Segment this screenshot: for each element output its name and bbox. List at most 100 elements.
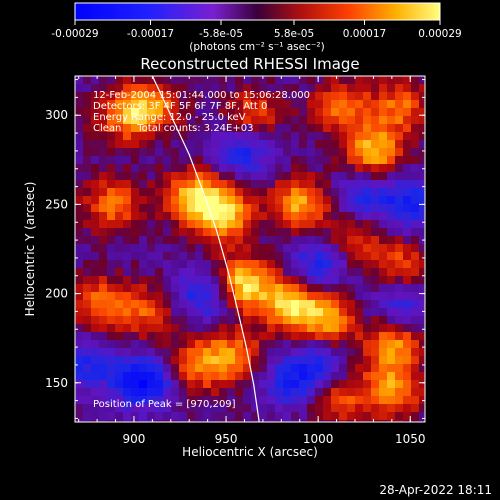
heatmap-pixel xyxy=(155,236,164,245)
heatmap-pixel xyxy=(83,188,92,197)
heatmap-pixel xyxy=(307,348,316,357)
heatmap-pixel xyxy=(139,284,148,293)
heatmap-pixel xyxy=(243,148,252,157)
heatmap-pixel xyxy=(107,412,116,421)
heatmap-pixel xyxy=(283,348,292,357)
heatmap-pixel xyxy=(275,228,284,237)
heatmap-pixel xyxy=(75,228,84,237)
heatmap-pixel xyxy=(123,196,132,205)
heatmap-pixel xyxy=(323,236,332,245)
heatmap-pixel xyxy=(171,156,180,165)
heatmap-pixel xyxy=(83,228,92,237)
heatmap-pixel xyxy=(355,356,364,365)
heatmap-pixel xyxy=(299,76,308,85)
heatmap-pixel xyxy=(227,284,236,293)
heatmap-pixel xyxy=(107,276,116,285)
heatmap-pixel xyxy=(323,220,332,229)
heatmap-pixel xyxy=(99,268,108,277)
heatmap-pixel xyxy=(211,108,220,117)
heatmap-pixel xyxy=(91,332,100,341)
heatmap-pixel xyxy=(243,356,252,365)
heatmap-pixel xyxy=(315,244,324,253)
heatmap-pixel xyxy=(211,356,220,365)
heatmap-pixel xyxy=(147,148,156,157)
heatmap-pixel xyxy=(123,100,132,109)
heatmap-pixel xyxy=(371,228,380,237)
heatmap-pixel xyxy=(211,268,220,277)
heatmap-pixel xyxy=(187,108,196,117)
heatmap-pixel xyxy=(219,316,228,325)
heatmap-pixel xyxy=(387,220,396,229)
heatmap-pixel xyxy=(187,420,196,422)
heatmap-pixel xyxy=(227,276,236,285)
heatmap-pixel xyxy=(131,116,140,125)
heatmap-pixel xyxy=(235,380,244,389)
heatmap-pixel xyxy=(147,324,156,333)
heatmap-pixel xyxy=(99,292,108,301)
heatmap-pixel xyxy=(411,84,420,93)
heatmap-pixel xyxy=(195,204,204,213)
heatmap-pixel xyxy=(203,300,212,309)
heatmap-pixel xyxy=(211,244,220,253)
heatmap-pixel xyxy=(195,244,204,253)
heatmap-pixel xyxy=(147,356,156,365)
heatmap-pixel xyxy=(283,340,292,349)
heatmap-pixel xyxy=(283,252,292,261)
heatmap-pixel xyxy=(155,268,164,277)
heatmap-pixel xyxy=(307,236,316,245)
heatmap-pixel xyxy=(403,276,412,285)
heatmap-pixel xyxy=(355,412,364,421)
heatmap-pixel xyxy=(259,132,268,141)
heatmap-pixel xyxy=(395,164,404,173)
heatmap-pixel xyxy=(331,228,340,237)
heatmap-pixel xyxy=(211,340,220,349)
heatmap-pixel xyxy=(147,420,156,422)
heatmap-pixel xyxy=(283,324,292,333)
heatmap-pixel xyxy=(107,236,116,245)
heatmap-pixel xyxy=(259,364,268,373)
heatmap-pixel xyxy=(83,92,92,101)
heatmap-pixel xyxy=(131,308,140,317)
heatmap-pixel xyxy=(371,204,380,213)
heatmap-pixel xyxy=(299,364,308,373)
heatmap-pixel xyxy=(75,292,84,301)
heatmap-pixel xyxy=(83,156,92,165)
heatmap-pixel xyxy=(403,356,412,365)
heatmap-pixel xyxy=(339,84,348,93)
heatmap-pixel xyxy=(243,404,252,413)
heatmap-pixel xyxy=(291,284,300,293)
heatmap-pixel xyxy=(179,92,188,101)
heatmap-pixel xyxy=(395,292,404,301)
heatmap-pixel xyxy=(115,188,124,197)
heatmap-pixel xyxy=(395,124,404,133)
heatmap-pixel xyxy=(139,236,148,245)
heatmap-pixel xyxy=(179,220,188,229)
heatmap-pixel xyxy=(83,84,92,93)
heatmap-pixel xyxy=(403,380,412,389)
heatmap-pixel xyxy=(75,148,84,157)
heatmap-pixel xyxy=(323,412,332,421)
heatmap-pixel xyxy=(379,420,388,422)
heatmap-pixel xyxy=(307,228,316,237)
heatmap-pixel xyxy=(195,300,204,309)
heatmap-pixel xyxy=(251,132,260,141)
heatmap-pixel xyxy=(227,220,236,229)
heatmap-pixel xyxy=(251,324,260,333)
heatmap-pixel xyxy=(163,76,172,85)
heatmap-pixel xyxy=(123,212,132,221)
heatmap-pixel xyxy=(395,140,404,149)
heatmap-pixel xyxy=(123,252,132,261)
heatmap-pixel xyxy=(75,308,84,317)
heatmap-pixel xyxy=(379,196,388,205)
heatmap-pixel xyxy=(315,156,324,165)
heatmap-pixel xyxy=(171,412,180,421)
heatmap-pixel xyxy=(419,140,425,149)
heatmap-pixel xyxy=(395,220,404,229)
heatmap-pixel xyxy=(91,292,100,301)
heatmap-pixel xyxy=(395,204,404,213)
heatmap-pixel xyxy=(219,108,228,117)
heatmap-pixel xyxy=(331,348,340,357)
heatmap-pixel xyxy=(371,332,380,341)
heatmap-pixel xyxy=(187,308,196,317)
heatmap-pixel xyxy=(315,236,324,245)
